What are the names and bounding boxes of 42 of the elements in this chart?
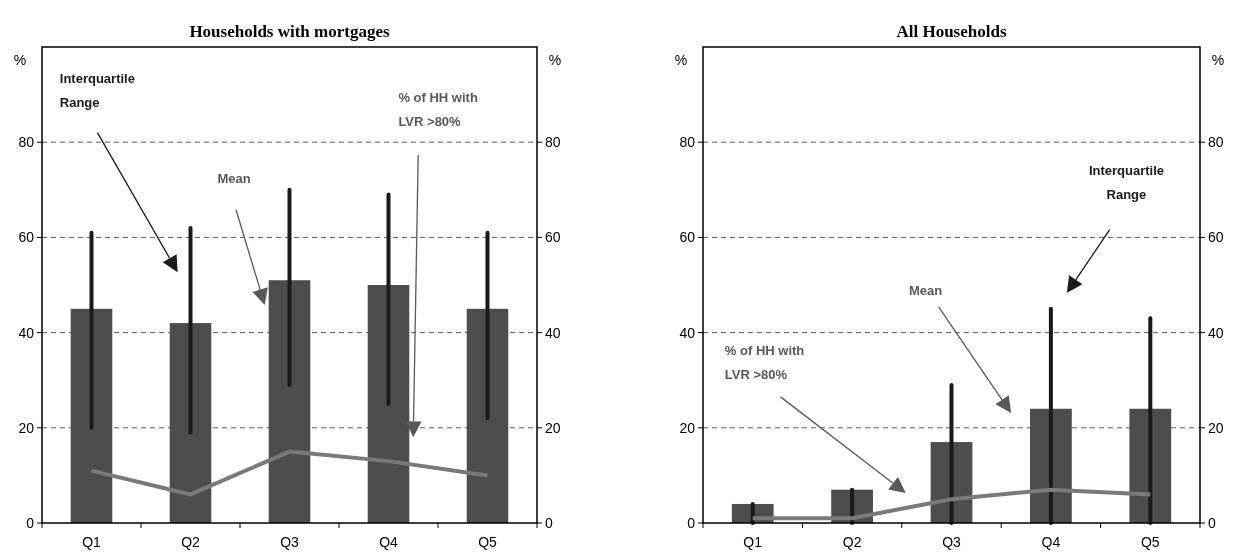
- annotation: Mean: [217, 171, 251, 187]
- y2-tick-label: 60: [545, 229, 561, 246]
- y-axis-title: %: [13, 52, 27, 68]
- y2-axis-title: %: [548, 52, 562, 68]
- annotation: Mean: [909, 283, 943, 298]
- y2-tick-label: 20: [1208, 419, 1224, 436]
- x-tick-label: Q1: [82, 534, 102, 550]
- y-tick-label: 60: [679, 229, 696, 246]
- y2-tick-label: 20: [545, 419, 561, 436]
- annotation: % of HH with LVR >80%: [398, 90, 478, 130]
- y-tick-label: 0: [687, 514, 696, 531]
- y2-tick-label: 60: [1208, 229, 1224, 246]
- x-tick-label: Q3: [280, 534, 300, 550]
- x-tick-label: Q5: [1140, 534, 1160, 550]
- y2-tick-label: 0: [545, 514, 553, 531]
- annotation: Interquartile Range: [1088, 163, 1165, 203]
- y2-tick-label: 40: [1208, 324, 1224, 341]
- y-tick-label: 80: [18, 134, 35, 151]
- y2-tick-label: 0: [1208, 514, 1216, 531]
- chart-title: Households with mortgages: [189, 22, 390, 41]
- y-tick-label: 20: [18, 419, 35, 436]
- y2-axis-title: %: [1211, 52, 1225, 68]
- x-tick-label: Q4: [1041, 534, 1061, 550]
- y-tick-label: 40: [679, 324, 696, 341]
- annotation: % of HH with LVR >80%: [724, 342, 805, 382]
- y2-tick-label: 80: [545, 134, 561, 151]
- y-tick-label: 0: [26, 514, 35, 531]
- x-tick-label: Q3: [942, 534, 962, 550]
- y2-tick-label: 80: [1208, 134, 1224, 151]
- annotation: Interquartile Range: [59, 71, 135, 111]
- y2-tick-label: 40: [545, 324, 561, 341]
- x-tick-label: Q2: [842, 534, 862, 550]
- x-tick-label: Q5: [478, 534, 498, 550]
- y-tick-label: 80: [679, 134, 696, 151]
- x-tick-label: Q1: [743, 534, 763, 550]
- y-tick-label: 20: [679, 419, 696, 436]
- chart-title: All Households: [896, 22, 1007, 41]
- x-tick-label: Q4: [379, 534, 399, 550]
- y-tick-label: 60: [18, 229, 35, 246]
- x-tick-label: Q2: [181, 534, 201, 550]
- y-tick-label: 40: [18, 324, 35, 341]
- y-axis-title: %: [674, 52, 688, 68]
